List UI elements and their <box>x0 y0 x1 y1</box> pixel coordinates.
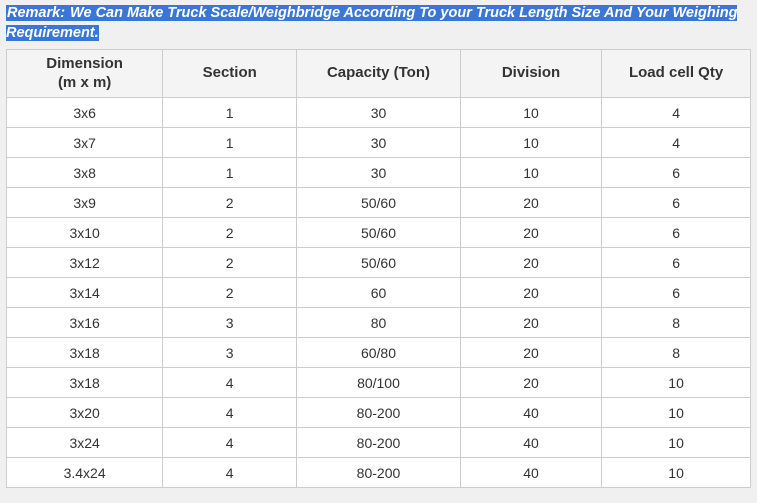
cell-division: 40 <box>460 398 601 428</box>
table-row: 3x7130104 <box>7 128 751 158</box>
cell-section: 4 <box>163 428 297 458</box>
cell-dimension: 3x24 <box>7 428 163 458</box>
table-row: 3x9250/60206 <box>7 188 751 218</box>
table-row: 3x12250/60206 <box>7 248 751 278</box>
cell-loadcell: 4 <box>602 98 751 128</box>
cell-division: 20 <box>460 218 601 248</box>
cell-dimension: 3x14 <box>7 278 163 308</box>
cell-capacity: 50/60 <box>297 248 461 278</box>
cell-section: 3 <box>163 338 297 368</box>
cell-capacity: 80 <box>297 308 461 338</box>
table-row: 3x6130104 <box>7 98 751 128</box>
cell-capacity: 30 <box>297 128 461 158</box>
cell-loadcell: 10 <box>602 368 751 398</box>
header-dimension-l1: Dimension <box>46 55 123 72</box>
spec-table: Dimension (m x m) Section Capacity (Ton)… <box>6 49 751 488</box>
cell-capacity: 30 <box>297 98 461 128</box>
cell-dimension: 3x9 <box>7 188 163 218</box>
cell-section: 3 <box>163 308 297 338</box>
cell-section: 4 <box>163 398 297 428</box>
cell-division: 10 <box>460 98 601 128</box>
table-row: 3x10250/60206 <box>7 218 751 248</box>
cell-loadcell: 10 <box>602 398 751 428</box>
cell-division: 20 <box>460 248 601 278</box>
remark-label: Remark: <box>6 5 66 21</box>
cell-section: 4 <box>163 368 297 398</box>
cell-division: 40 <box>460 458 601 488</box>
header-loadcell: Load cell Qty <box>602 50 751 98</box>
cell-capacity: 30 <box>297 158 461 188</box>
table-row: 3x8130106 <box>7 158 751 188</box>
cell-loadcell: 10 <box>602 428 751 458</box>
cell-loadcell: 8 <box>602 308 751 338</box>
cell-section: 1 <box>163 98 297 128</box>
cell-section: 1 <box>163 128 297 158</box>
cell-dimension: 3.4x24 <box>7 458 163 488</box>
cell-section: 4 <box>163 458 297 488</box>
header-section: Section <box>163 50 297 98</box>
cell-division: 10 <box>460 128 601 158</box>
table-row: 3x24480-2004010 <box>7 428 751 458</box>
cell-loadcell: 8 <box>602 338 751 368</box>
table-row: 3x14260206 <box>7 278 751 308</box>
table-row: 3x18360/80208 <box>7 338 751 368</box>
header-capacity: Capacity (Ton) <box>297 50 461 98</box>
cell-loadcell: 6 <box>602 158 751 188</box>
cell-dimension: 3x20 <box>7 398 163 428</box>
cell-section: 2 <box>163 188 297 218</box>
cell-capacity: 80-200 <box>297 458 461 488</box>
cell-capacity: 60/80 <box>297 338 461 368</box>
remark-text: Remark: We Can Make Truck Scale/Weighbri… <box>6 4 751 43</box>
cell-dimension: 3x12 <box>7 248 163 278</box>
remark-body: We Can Make Truck Scale/Weighbridge Acco… <box>6 5 737 41</box>
cell-section: 2 <box>163 248 297 278</box>
cell-dimension: 3x18 <box>7 368 163 398</box>
cell-division: 10 <box>460 158 601 188</box>
cell-section: 2 <box>163 278 297 308</box>
cell-loadcell: 6 <box>602 218 751 248</box>
cell-loadcell: 6 <box>602 248 751 278</box>
cell-division: 20 <box>460 308 601 338</box>
cell-capacity: 80-200 <box>297 398 461 428</box>
header-dimension: Dimension (m x m) <box>7 50 163 98</box>
cell-division: 20 <box>460 368 601 398</box>
cell-capacity: 50/60 <box>297 188 461 218</box>
table-header-row: Dimension (m x m) Section Capacity (Ton)… <box>7 50 751 98</box>
cell-capacity: 50/60 <box>297 218 461 248</box>
cell-loadcell: 6 <box>602 278 751 308</box>
table-row: 3.4x24480-2004010 <box>7 458 751 488</box>
cell-capacity: 60 <box>297 278 461 308</box>
table-row: 3x18480/1002010 <box>7 368 751 398</box>
table-row: 3x16380208 <box>7 308 751 338</box>
cell-dimension: 3x6 <box>7 98 163 128</box>
cell-capacity: 80-200 <box>297 428 461 458</box>
cell-loadcell: 10 <box>602 458 751 488</box>
cell-division: 40 <box>460 428 601 458</box>
cell-dimension: 3x10 <box>7 218 163 248</box>
cell-dimension: 3x7 <box>7 128 163 158</box>
cell-section: 2 <box>163 218 297 248</box>
cell-division: 20 <box>460 278 601 308</box>
cell-dimension: 3x8 <box>7 158 163 188</box>
cell-loadcell: 4 <box>602 128 751 158</box>
table-row: 3x20480-2004010 <box>7 398 751 428</box>
cell-dimension: 3x18 <box>7 338 163 368</box>
header-division: Division <box>460 50 601 98</box>
cell-division: 20 <box>460 338 601 368</box>
cell-dimension: 3x16 <box>7 308 163 338</box>
cell-division: 20 <box>460 188 601 218</box>
cell-section: 1 <box>163 158 297 188</box>
cell-loadcell: 6 <box>602 188 751 218</box>
header-dimension-l2: (m x m) <box>58 74 111 91</box>
cell-capacity: 80/100 <box>297 368 461 398</box>
